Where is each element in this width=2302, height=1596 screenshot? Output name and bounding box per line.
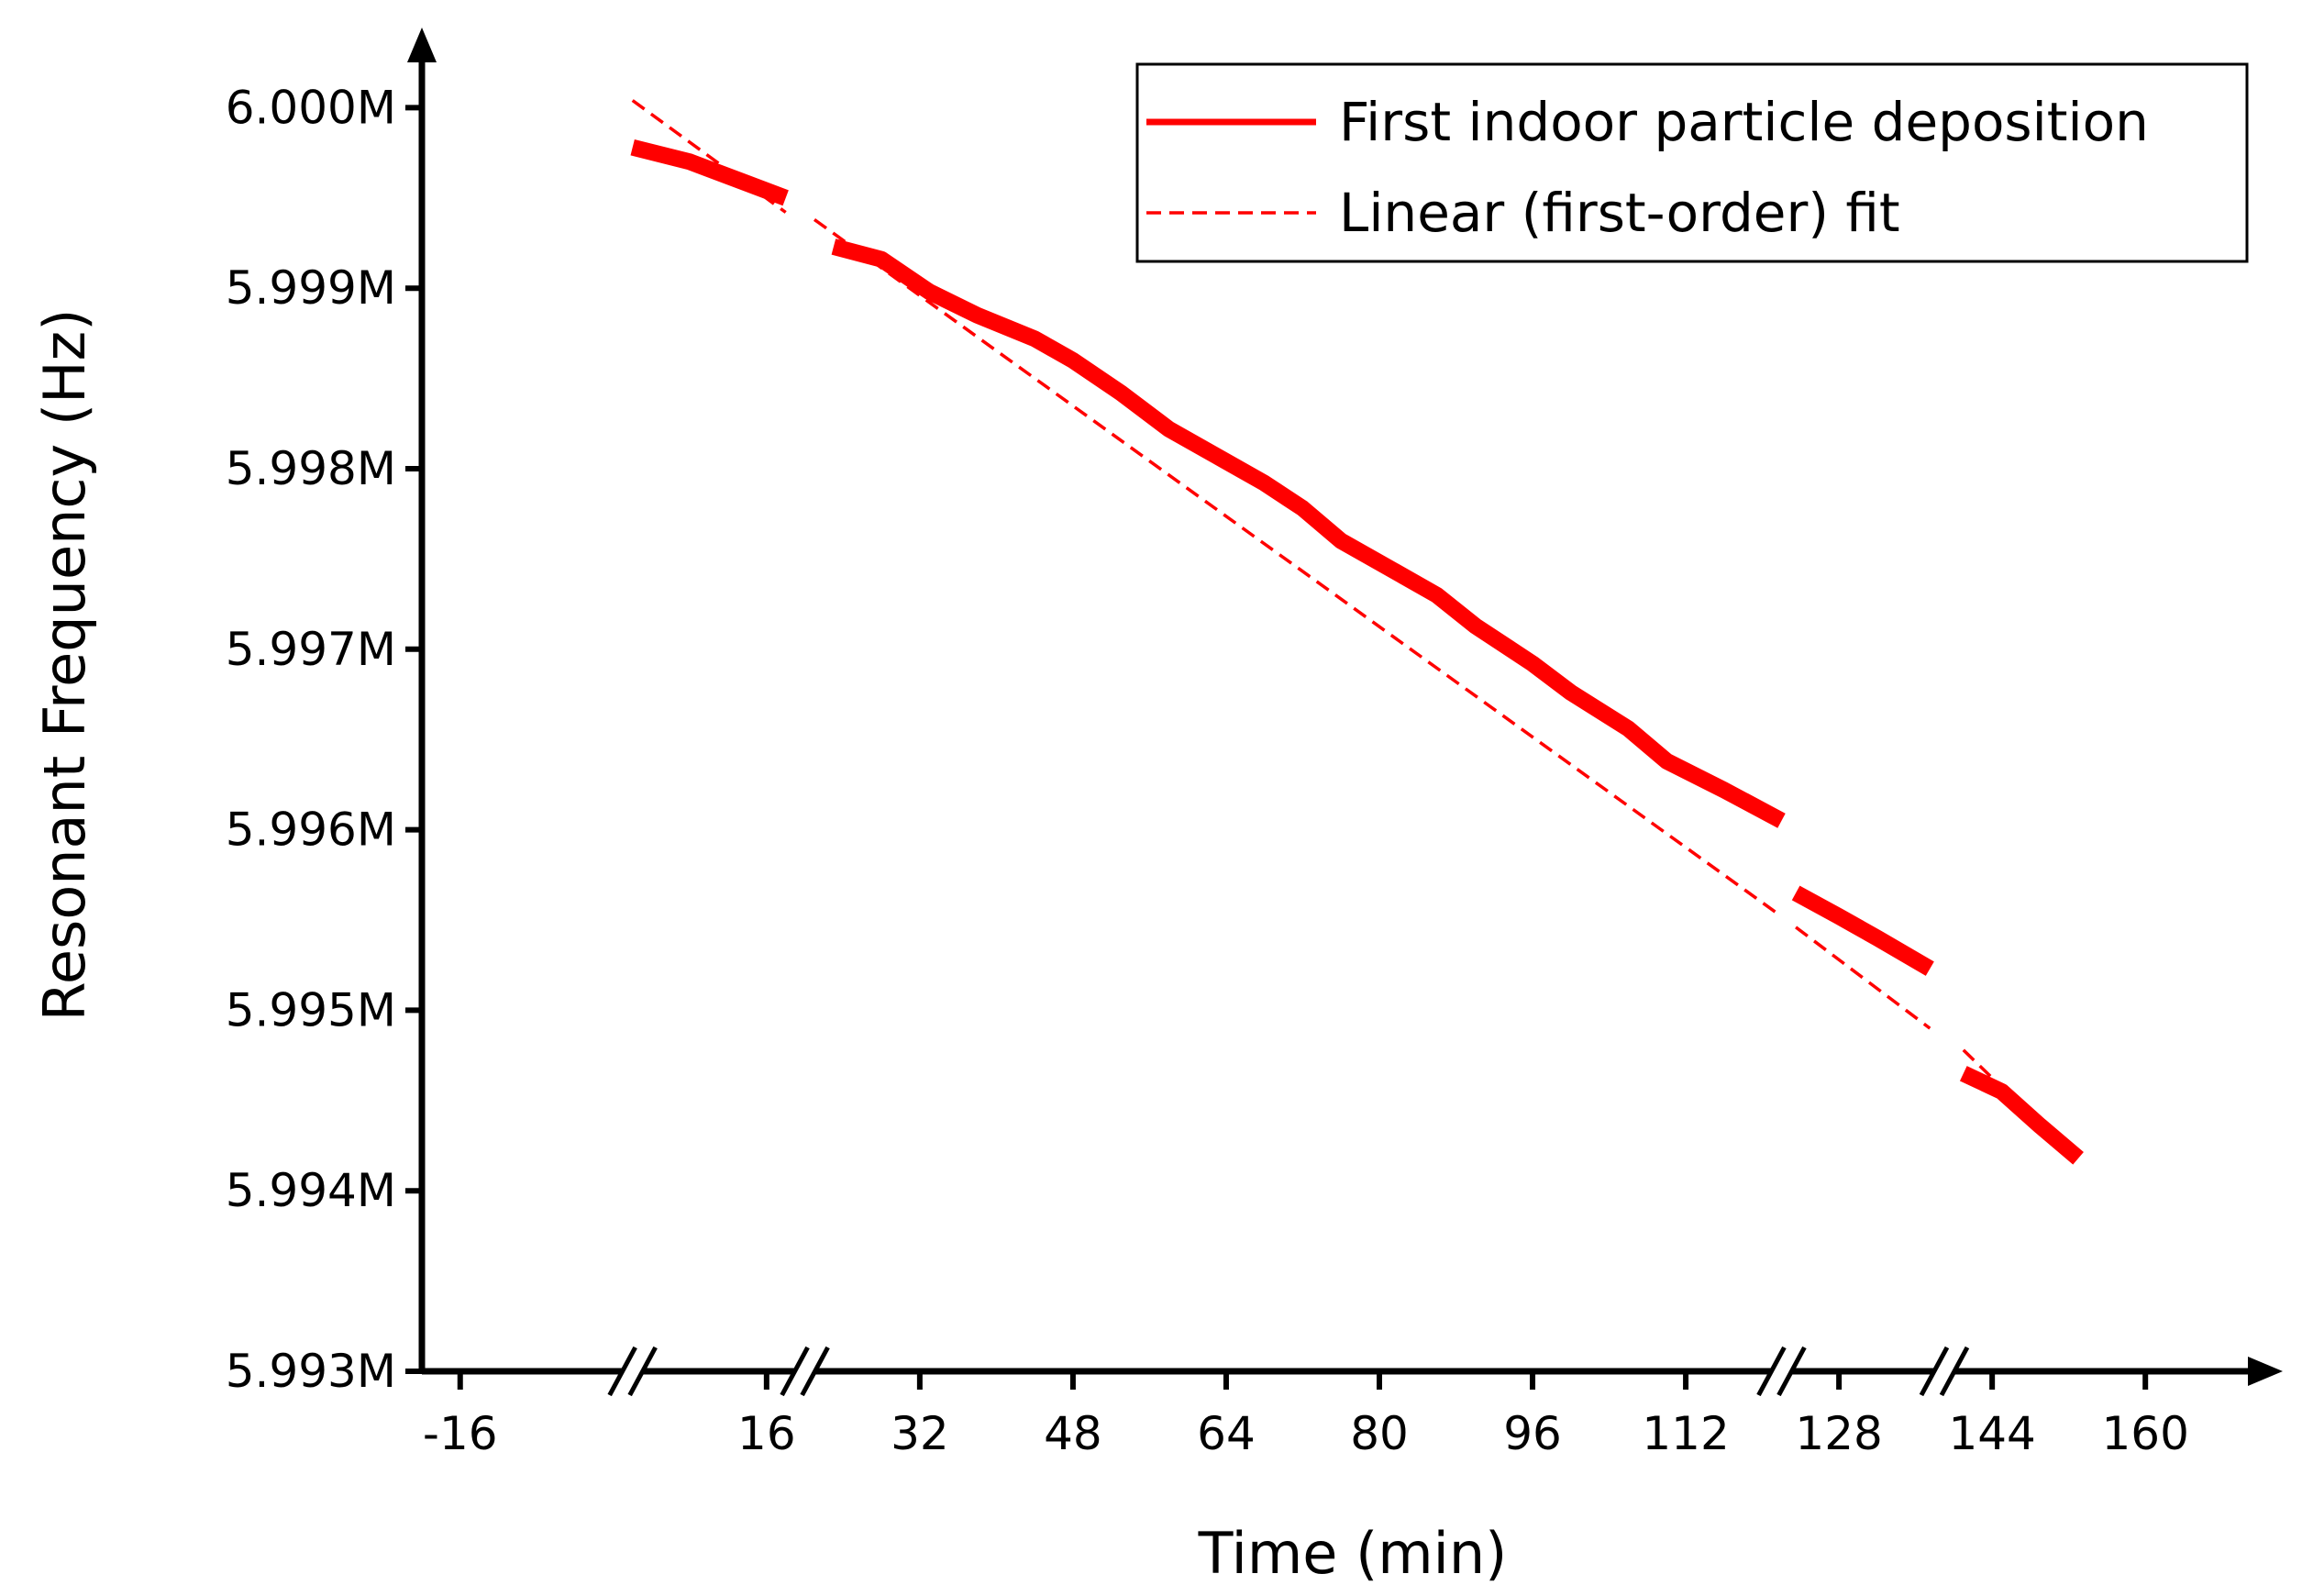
y-tick-label: 5.995M: [226, 983, 396, 1036]
y-axis-arrow-icon: [407, 28, 437, 62]
x-tick-label: 16: [737, 1407, 796, 1460]
plot-area: [630, 99, 2084, 1165]
fit-line-segment: [1795, 925, 1931, 1030]
axis-break-mark: [800, 1346, 830, 1397]
legend: First indoor particle deposition Linear …: [1135, 62, 2249, 263]
data-line-segment: [831, 238, 1786, 828]
y-axis-title: Resonant Frequency (Hz): [31, 309, 98, 1022]
axis-break-mark: [627, 1346, 658, 1397]
y-ticks: 5.993M 5.994M 5.995M 5.996M 5.997M 5.998M 5.99…: [226, 81, 422, 1398]
fit-line-segment: [631, 99, 787, 214]
y-tick-label: 5.994M: [226, 1164, 396, 1217]
data-line-segment: [630, 139, 789, 206]
axis-break-mark: [1919, 1346, 1950, 1397]
legend-label-fit: Linear (first-order) fit: [1339, 182, 1900, 244]
fit-line-segment: [1962, 1048, 2080, 1163]
data-line-segment: [1959, 1066, 2084, 1165]
data-line-segment: [1791, 885, 1934, 976]
axes: 5.993M 5.994M 5.995M 5.996M 5.997M 5.998M 5.99…: [226, 28, 2283, 1460]
x-tick-label: 96: [1503, 1407, 1562, 1460]
x-tick-label: 144: [1948, 1407, 2035, 1460]
x-tick-label: 64: [1197, 1407, 1256, 1460]
series-linear-fit: [631, 99, 2080, 1163]
x-tick-label: 32: [891, 1407, 949, 1460]
x-tick-label: 80: [1350, 1407, 1409, 1460]
x-ticks: -16 16 32 48 64 80 96 112 128 144 160: [423, 1371, 2189, 1460]
y-tick-label: 5.999M: [226, 261, 396, 315]
x-axis-arrow-icon: [2248, 1357, 2283, 1386]
y-tick-label: 5.996M: [226, 804, 396, 857]
axis-break-mark: [1756, 1346, 1787, 1397]
axis-break-mark: [1939, 1346, 1970, 1397]
y-tick-label: 5.998M: [226, 442, 396, 495]
x-tick-label: 112: [1642, 1407, 1729, 1460]
x-tick-label: 128: [1795, 1407, 1882, 1460]
fit-line-segment: [813, 217, 1783, 918]
axis-break-mark: [1776, 1346, 1807, 1397]
axis-break-mark: [607, 1346, 637, 1397]
x-axis-breaks: [607, 1346, 1970, 1397]
x-tick-label: 48: [1044, 1407, 1102, 1460]
y-tick-label: 5.993M: [226, 1345, 396, 1398]
x-axis-title: Time (min): [1198, 1520, 1508, 1587]
x-tick-label: -16: [423, 1407, 498, 1460]
legend-label-series: First indoor particle deposition: [1339, 91, 2149, 153]
y-tick-label: 6.000M: [226, 81, 396, 134]
axis-break-mark: [780, 1346, 810, 1397]
y-tick-label: 5.997M: [226, 623, 396, 676]
x-tick-label: 160: [2101, 1407, 2188, 1460]
legend-box: [1135, 62, 2249, 263]
series-particle-deposition: [630, 139, 2084, 1165]
